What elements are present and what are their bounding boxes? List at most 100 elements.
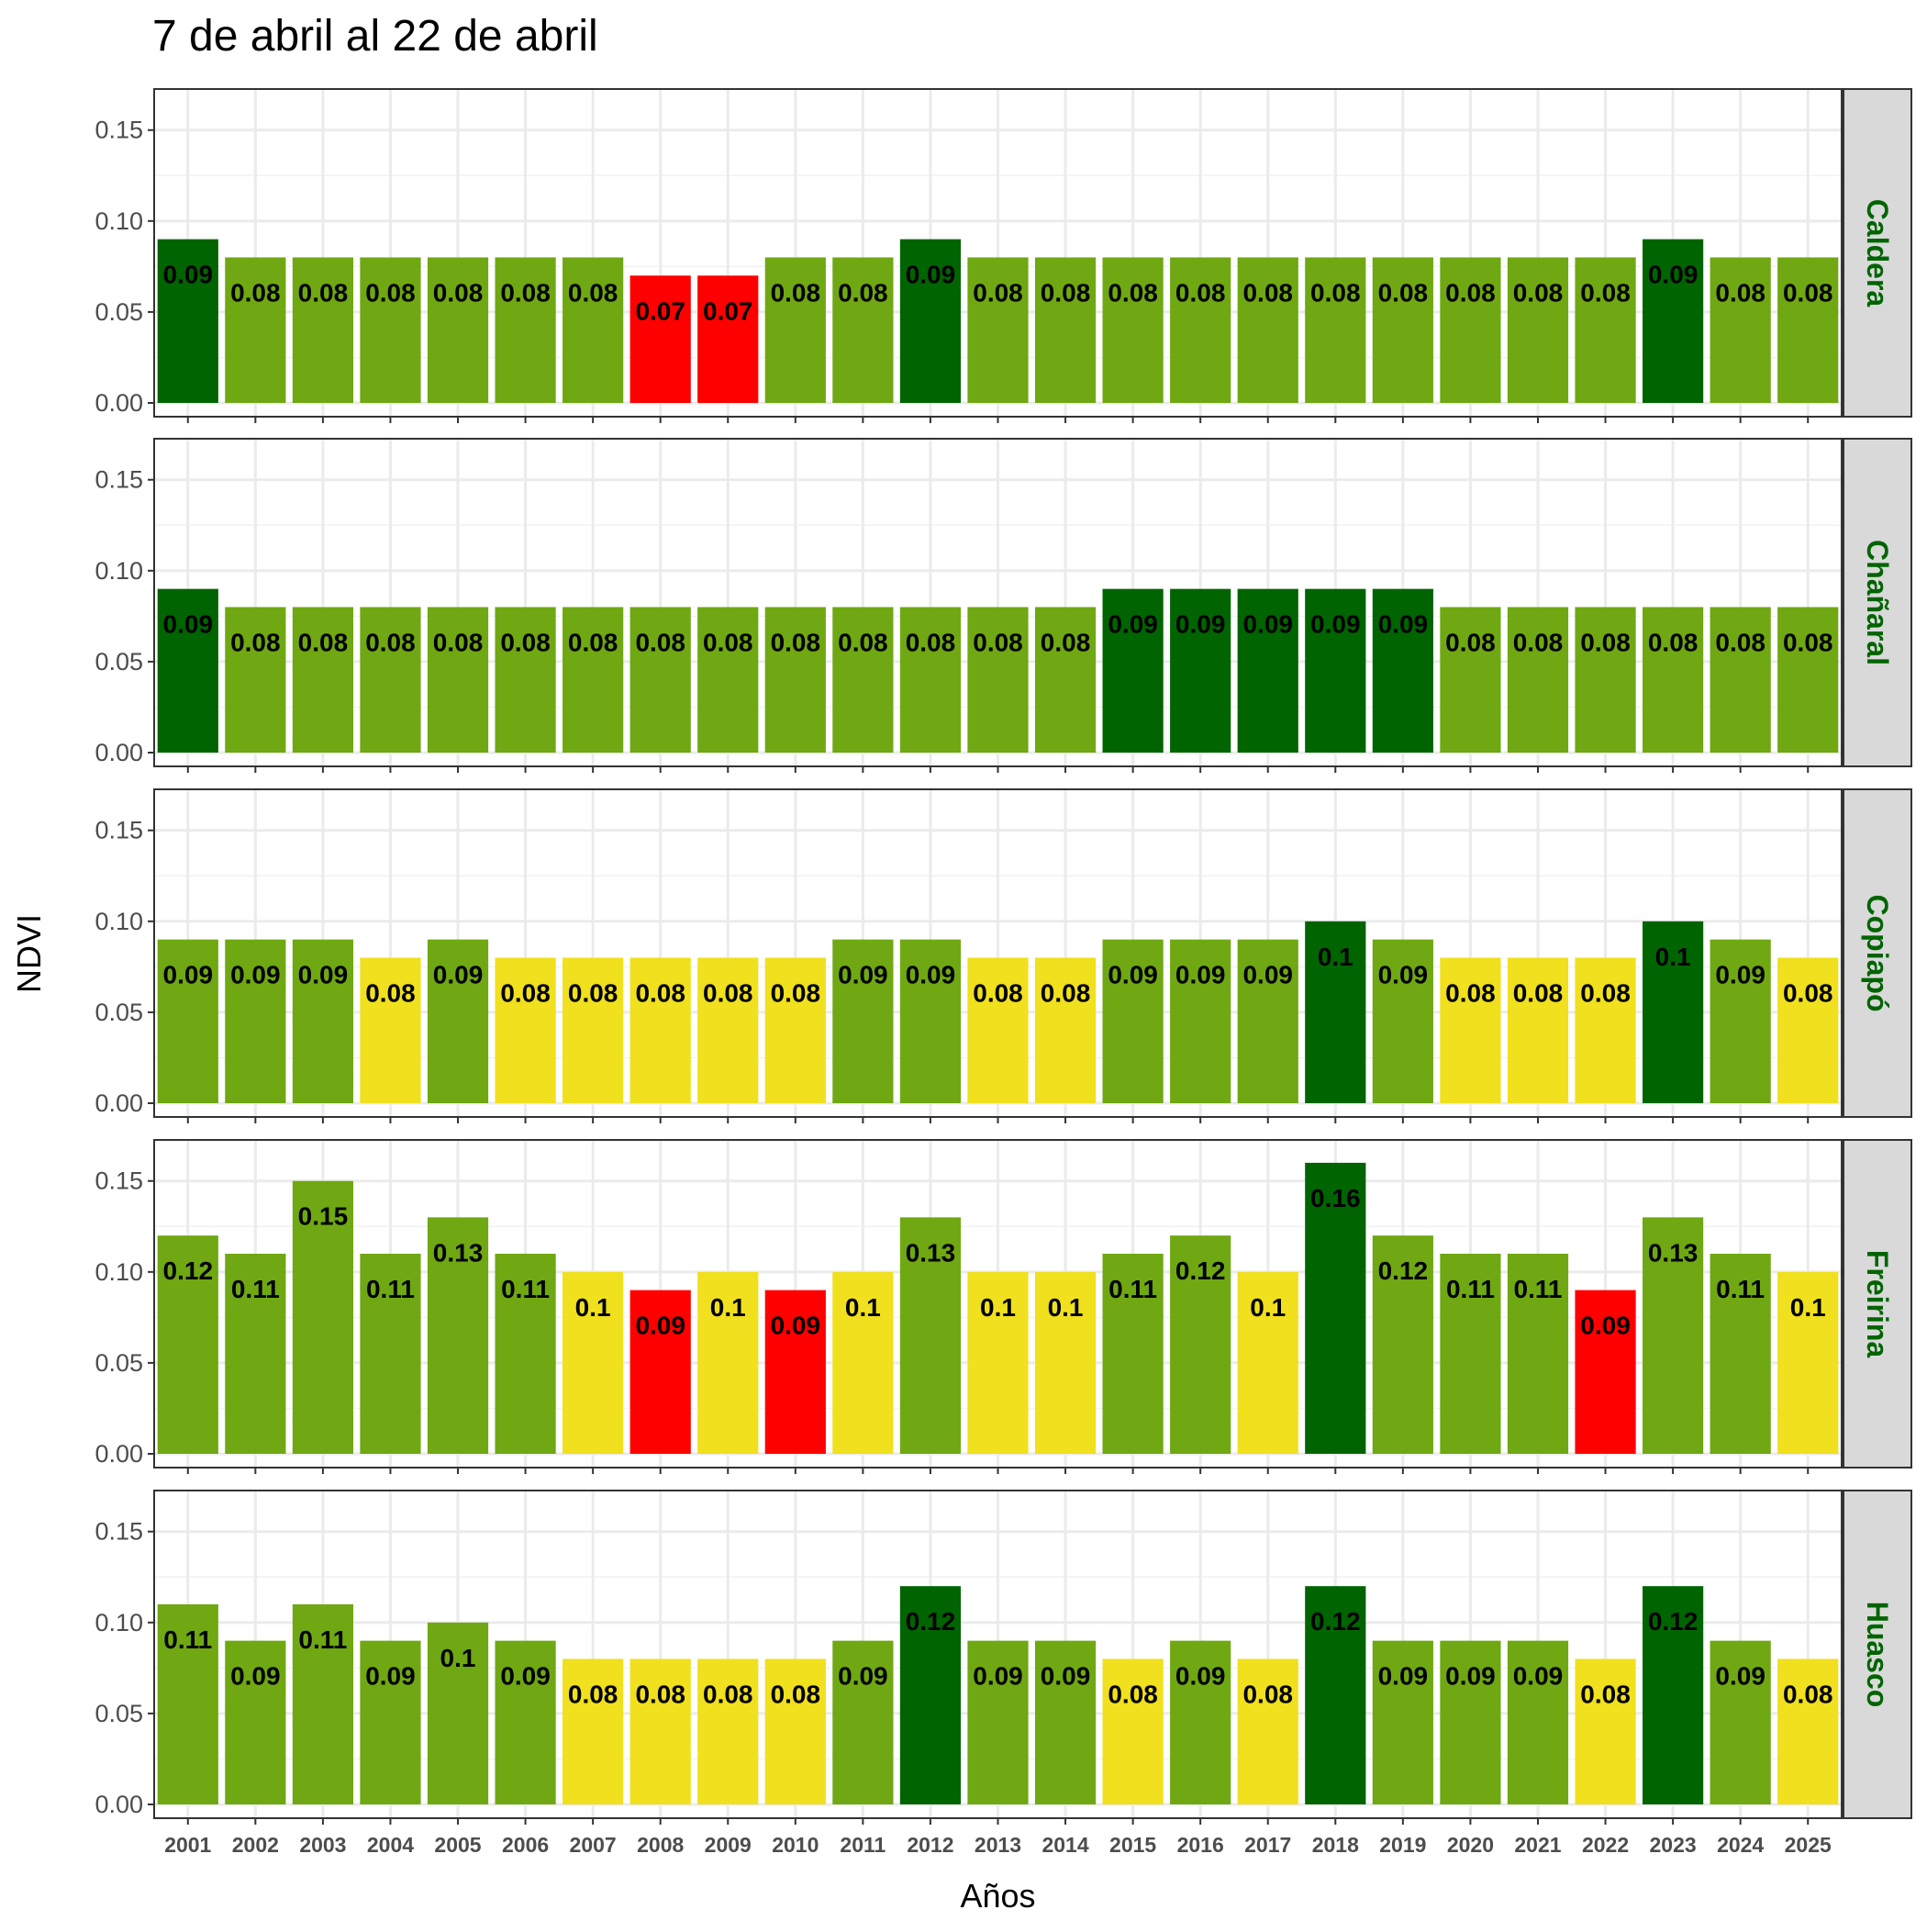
bar <box>495 1640 556 1804</box>
data-label: 0.1 <box>980 1293 1016 1322</box>
bar <box>899 607 962 753</box>
data-label: 0.1 <box>1048 1293 1084 1322</box>
bar <box>1237 257 1298 403</box>
bar <box>629 1290 691 1454</box>
data-label: 0.11 <box>231 1275 280 1303</box>
data-label: 0.1 <box>1318 943 1353 971</box>
bar <box>899 939 962 1103</box>
data-label: 0.08 <box>1242 1680 1293 1708</box>
bar <box>1440 1640 1501 1804</box>
data-label: 0.11 <box>366 1275 415 1303</box>
bar <box>427 1622 489 1804</box>
facet-strip <box>1843 1139 1912 1469</box>
data-label: 0.13 <box>433 1238 484 1267</box>
data-label: 0.08 <box>1580 278 1631 307</box>
bar <box>899 239 962 403</box>
data-label: 0.08 <box>1445 278 1496 307</box>
bar <box>1575 1290 1636 1454</box>
data-label: 0.09 <box>635 1312 685 1340</box>
bar <box>832 939 894 1103</box>
data-label: 0.07 <box>635 296 685 325</box>
bar <box>1102 1658 1164 1804</box>
bar <box>360 607 421 753</box>
bar <box>225 257 286 403</box>
data-label: 0.09 <box>500 1662 551 1691</box>
bar <box>832 257 894 403</box>
bar <box>292 1604 354 1804</box>
data-label: 0.1 <box>1790 1293 1826 1322</box>
data-label: 0.09 <box>1242 610 1293 639</box>
y-tick-label: 0.15 <box>95 1518 143 1546</box>
y-tick-label: 0.10 <box>95 1258 143 1286</box>
data-label: 0.11 <box>501 1275 550 1303</box>
data-label: 0.13 <box>906 1238 956 1267</box>
chart-title: 7 de abril al 22 de abril <box>152 12 598 61</box>
x-tick-label: 2018 <box>1312 1833 1359 1857</box>
data-label: 0.1 <box>1655 943 1691 971</box>
bar <box>1034 257 1097 403</box>
bar <box>563 257 624 403</box>
x-tick-label: 2013 <box>975 1833 1021 1857</box>
data-label: 0.08 <box>1513 628 1564 656</box>
data-label: 0.08 <box>1580 978 1631 1007</box>
data-label: 0.08 <box>1242 278 1293 307</box>
bar <box>1575 1658 1636 1804</box>
y-tick-label: 0.00 <box>95 389 143 417</box>
data-label: 0.08 <box>1445 978 1496 1007</box>
y-tick-label: 0.00 <box>95 1791 143 1818</box>
data-label: 0.08 <box>568 278 618 307</box>
x-tick-label: 2015 <box>1109 1833 1156 1857</box>
data-label: 0.08 <box>1108 278 1158 307</box>
data-label: 0.08 <box>1580 1680 1631 1708</box>
x-tick-label: 2007 <box>570 1833 617 1857</box>
bar <box>563 607 624 753</box>
data-label: 0.08 <box>568 628 618 656</box>
data-label: 0.09 <box>1513 1662 1564 1691</box>
data-label: 0.09 <box>1175 961 1226 989</box>
y-tick-label: 0.10 <box>95 908 143 935</box>
x-tick-label: 2010 <box>772 1833 819 1857</box>
data-label: 0.08 <box>771 1680 821 1708</box>
data-label: 0.08 <box>230 628 281 656</box>
data-label: 0.09 <box>1648 261 1699 289</box>
data-label: 0.08 <box>973 278 1023 307</box>
data-label: 0.09 <box>230 961 281 989</box>
x-axis-title: Años <box>960 1877 1035 1915</box>
facet-strip <box>1843 1490 1912 1819</box>
data-label: 0.08 <box>1783 278 1833 307</box>
x-tick-label: 2021 <box>1514 1833 1561 1857</box>
data-label: 0.09 <box>1378 610 1429 639</box>
bar <box>764 607 826 753</box>
data-label: 0.09 <box>298 961 349 989</box>
data-label: 0.1 <box>440 1644 476 1672</box>
data-label: 0.09 <box>1310 610 1361 639</box>
x-tick-label: 2020 <box>1447 1833 1494 1857</box>
bar <box>832 1271 894 1454</box>
bar <box>1237 588 1298 753</box>
data-label: 0.11 <box>1108 1275 1157 1303</box>
data-label: 0.09 <box>1378 1662 1429 1691</box>
bar <box>1305 588 1366 753</box>
x-tick-label: 2025 <box>1785 1833 1832 1857</box>
data-label: 0.08 <box>298 278 349 307</box>
data-label: 0.09 <box>1445 1662 1496 1691</box>
data-label: 0.08 <box>771 628 821 656</box>
bar <box>1237 939 1298 1103</box>
bar <box>1034 1271 1097 1454</box>
bar <box>563 1271 624 1454</box>
data-label: 0.1 <box>575 1293 611 1322</box>
bar <box>427 1217 489 1454</box>
data-label: 0.08 <box>500 278 551 307</box>
data-label: 0.08 <box>433 278 484 307</box>
data-label: 0.08 <box>1513 978 1564 1007</box>
bar <box>1372 1640 1433 1804</box>
data-label: 0.12 <box>1378 1256 1429 1285</box>
data-label: 0.11 <box>1514 1275 1563 1303</box>
bar <box>495 957 556 1103</box>
data-label: 0.08 <box>1041 278 1091 307</box>
x-tick-label: 2002 <box>232 1833 279 1857</box>
bar <box>1034 1640 1097 1804</box>
data-label: 0.12 <box>1648 1607 1699 1636</box>
data-label: 0.09 <box>838 961 888 989</box>
bar <box>697 957 759 1103</box>
